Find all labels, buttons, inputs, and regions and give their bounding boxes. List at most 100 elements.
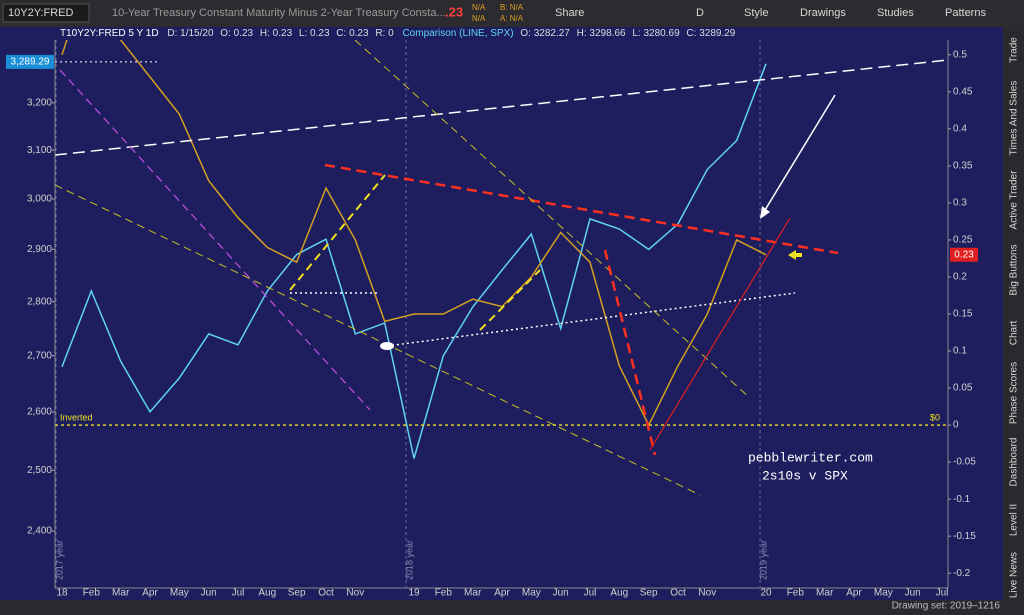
status: Drawing set: 2019–1216 <box>892 601 1001 612</box>
x-tick-label: Aug <box>258 588 276 599</box>
y2-tick-label: 0.15 <box>953 309 973 320</box>
trendline <box>324 163 839 255</box>
trendline <box>55 59 948 156</box>
y2-tick-label: 0.05 <box>953 383 973 394</box>
trendline <box>649 217 791 451</box>
x-tick-label: Nov <box>698 588 716 599</box>
y2-tick-label: 0.3 <box>953 198 967 209</box>
annotation: pebblewriter.com <box>748 450 873 465</box>
x-tick-label: May <box>170 588 189 599</box>
arrow <box>761 94 836 216</box>
info: O: 0.23 <box>220 28 253 39</box>
x-tick-label: Feb <box>435 588 453 599</box>
scrollbar <box>0 600 1003 615</box>
y-tick-label: 3,100 <box>27 145 52 156</box>
y2-tick-label: 0.4 <box>953 124 967 135</box>
x-tick-label: Jun <box>553 588 569 599</box>
button[interactable]: Share <box>555 7 584 19</box>
button[interactable]: Studies <box>877 7 914 19</box>
info: C: 0.23 <box>336 28 369 39</box>
toolbar <box>0 0 1024 27</box>
symbol-box[interactable] <box>2 3 90 23</box>
change: N/A <box>472 3 486 12</box>
y-tick-label: 2,500 <box>27 465 52 476</box>
x-tick-label: May <box>874 588 893 599</box>
info: L: 3280.69 <box>632 28 680 39</box>
x-tick-label: 20 <box>760 588 772 599</box>
x-tick-label: Nov <box>346 588 364 599</box>
chart-area <box>0 27 1003 600</box>
info: H: 0.23 <box>260 28 293 39</box>
arrow <box>788 250 802 260</box>
x-tick-label: Feb <box>83 588 101 599</box>
tab[interactable]: Big Buttons <box>1009 244 1020 295</box>
sidebar <box>1003 27 1024 615</box>
info: H: 3298.66 <box>577 28 626 39</box>
series-line <box>61 63 767 459</box>
trendline <box>603 249 657 456</box>
tab[interactable]: Phase Scores <box>1009 362 1020 424</box>
info: L: 0.23 <box>299 28 330 39</box>
tab[interactable]: Chart <box>1009 321 1020 346</box>
y2-tick-label: -0.1 <box>953 494 971 505</box>
trendline <box>55 184 701 496</box>
button[interactable]: Drawings <box>800 7 846 19</box>
info: C: 3289.29 <box>686 28 735 39</box>
y-tick-label: 2,900 <box>27 244 52 255</box>
x-tick-label: Apr <box>494 588 510 599</box>
annotation: 2s10s v SPX <box>762 468 848 483</box>
tab[interactable]: Dashboard <box>1009 438 1020 487</box>
button[interactable]: D <box>696 7 704 19</box>
info: D: 1/15/20 <box>167 28 214 39</box>
y2-tick-label: 0.2 <box>953 272 967 283</box>
change-pct: N/A <box>472 14 486 23</box>
y-tick-label: 3,000 <box>27 194 52 205</box>
x-tick-label: Oct <box>318 588 334 599</box>
tab[interactable]: Live News <box>1009 552 1020 598</box>
x-tick-label: 19 <box>408 588 420 599</box>
y2-tick-label: -0.05 <box>953 457 976 468</box>
x-tick-label: Mar <box>464 588 482 599</box>
info: R: 0 <box>375 28 394 39</box>
x-tick-label: Mar <box>112 588 130 599</box>
x-tick-label: Jul <box>584 588 597 599</box>
y2-tick-label: 0 <box>953 420 959 431</box>
y2-tick-label: -0.15 <box>953 531 976 542</box>
y-tick-label: 2,700 <box>27 350 52 361</box>
last2-label: 0.23 <box>954 249 974 260</box>
x-tick-label: Mar <box>816 588 834 599</box>
zero-left: Inverted <box>60 412 93 422</box>
trendline <box>289 174 386 291</box>
x-tick-label: Oct <box>670 588 686 599</box>
tab[interactable]: Trade <box>1009 37 1020 63</box>
x-tick-label: Jun <box>201 588 217 599</box>
y2-tick-label: 0.45 <box>953 86 973 97</box>
x-tick-label: Apr <box>846 588 862 599</box>
button[interactable]: Patterns <box>945 7 986 19</box>
tab[interactable]: Active Trader <box>1009 170 1020 230</box>
x-tick-label: Jul <box>936 588 949 599</box>
button[interactable]: Style <box>744 7 768 19</box>
x-tick-label: Jul <box>232 588 245 599</box>
y-tick-label: 2,600 <box>27 407 52 418</box>
x-tick-label: Jun <box>905 588 921 599</box>
year-label: 2018 year <box>404 540 414 580</box>
x-tick-label: May <box>522 588 541 599</box>
tab[interactable]: Level II <box>1009 504 1020 536</box>
trendline <box>479 269 541 331</box>
last2-box <box>950 247 978 262</box>
y2-tick-label: 0.1 <box>953 346 967 357</box>
trendline <box>59 69 371 411</box>
year-label: 2017 year <box>54 540 64 580</box>
x-tick-label: Sep <box>288 588 306 599</box>
y-tick-label: 3,200 <box>27 97 52 108</box>
tab[interactable]: Times And Sales <box>1009 81 1020 156</box>
arrowhead <box>760 206 770 219</box>
description: 10-Year Treasury Constant Maturity Minus… <box>112 7 446 19</box>
info: O: 3282.27 <box>520 28 570 39</box>
x-tick-label: Feb <box>787 588 805 599</box>
x-tick-label: 18 <box>56 588 68 599</box>
symbol: 10Y2Y:FRED <box>8 7 73 19</box>
marker <box>380 342 394 350</box>
